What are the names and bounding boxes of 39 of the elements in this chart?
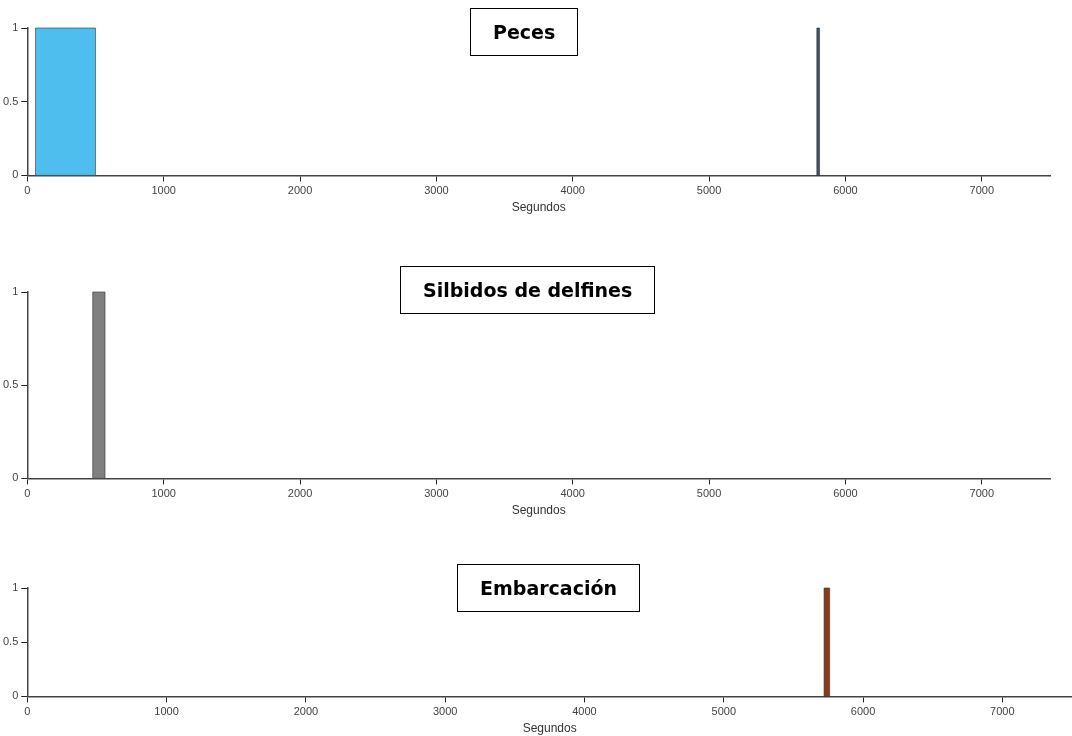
chart-title: Embarcación [457,564,641,612]
x-tick-label: 2000 [287,487,313,500]
y-tick-label: 0.5 [2,635,19,648]
x-tick-label: 4000 [560,487,585,500]
x-tick-label: 5000 [711,705,737,718]
y-tick-label: 0 [12,689,19,702]
x-tick-label: 7000 [969,184,995,197]
x-tick-label: 3000 [424,487,449,500]
x-tick-label: 6000 [850,705,876,718]
x-tick-label: 4000 [560,184,585,197]
x-tick-label: 1000 [151,487,176,500]
x-tick-label: 0 [24,184,31,197]
x-axis-title: Segundos [511,200,566,215]
x-tick-label: 5000 [696,487,722,500]
y-tick-label: 1 [12,285,19,298]
y-tick-label: 0.5 [2,378,19,391]
y-tick-label: 1 [12,21,19,34]
chart-title: Silbidos de delfines [400,266,656,314]
x-tick-label: 2000 [293,705,319,718]
x-tick-label: 3000 [432,705,458,718]
x-tick-label: 0 [24,487,31,500]
y-tick-label: 0 [12,168,19,181]
x-tick-label: 3000 [424,184,449,197]
x-tick-label: 2000 [287,184,313,197]
x-axis-title: Segundos [511,503,566,518]
x-tick-label: 1000 [154,705,179,718]
y-tick-label: 0 [12,471,19,484]
y-tick-label: 0.5 [2,94,19,107]
x-tick-label: 1000 [151,184,176,197]
y-tick-label: 1 [12,581,19,594]
x-tick-label: 0 [24,705,31,718]
x-tick-label: 7000 [990,705,1015,718]
x-axis-title: Segundos [522,721,577,736]
x-tick-label: 6000 [833,487,858,500]
x-tick-label: 6000 [833,184,858,197]
x-tick-label: 4000 [572,705,597,718]
x-tick-label: 7000 [969,487,995,500]
x-tick-label: 5000 [696,184,722,197]
chart-title: Peces [470,8,579,56]
